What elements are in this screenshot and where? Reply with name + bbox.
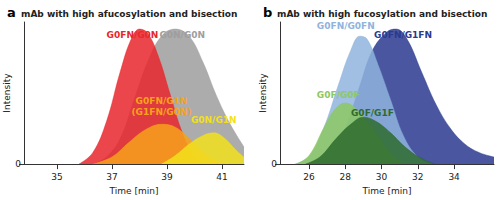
svg-text:26: 26 [303, 172, 315, 182]
svg-text:G0FN/G0N: G0FN/G0N [107, 30, 159, 40]
svg-text:a: a [7, 5, 16, 20]
svg-text:32: 32 [412, 172, 423, 182]
svg-text:G0N/G1N: G0N/G1N [191, 115, 237, 125]
svg-text:0: 0 [271, 159, 277, 169]
svg-text:Time [min]: Time [min] [362, 186, 412, 196]
svg-text:28: 28 [340, 172, 352, 182]
svg-text:G0FN/G1FN: G0FN/G1FN [374, 30, 432, 40]
svg-text:G0F/G1F: G0F/G1F [351, 108, 394, 118]
svg-text:G0FN/G1N: G0FN/G1N [136, 96, 188, 106]
svg-text:35: 35 [51, 172, 62, 182]
svg-text:G0N/G0N: G0N/G0N [159, 30, 205, 40]
svg-text:41: 41 [216, 172, 227, 182]
svg-text:(G1FN/G0N): (G1FN/G0N) [131, 107, 191, 117]
svg-text:Time [min]: Time [min] [109, 186, 159, 196]
svg-text:mAb with high afucosylation an: mAb with high afucosylation and bisectio… [21, 9, 237, 19]
svg-text:b: b [263, 5, 272, 20]
svg-text:Intensity: Intensity [2, 73, 12, 113]
svg-text:30: 30 [376, 172, 388, 182]
svg-text:37: 37 [106, 172, 117, 182]
svg-text:0: 0 [15, 159, 21, 169]
svg-text:G0FN/G0FN: G0FN/G0FN [317, 21, 375, 31]
svg-text:34: 34 [448, 172, 460, 182]
svg-text:G0F/G0F: G0F/G0F [317, 90, 360, 100]
svg-text:Intensity: Intensity [258, 73, 268, 113]
svg-text:39: 39 [161, 172, 173, 182]
svg-text:mAb with high fucosylation and: mAb with high fucosylation and bisection [277, 9, 487, 19]
